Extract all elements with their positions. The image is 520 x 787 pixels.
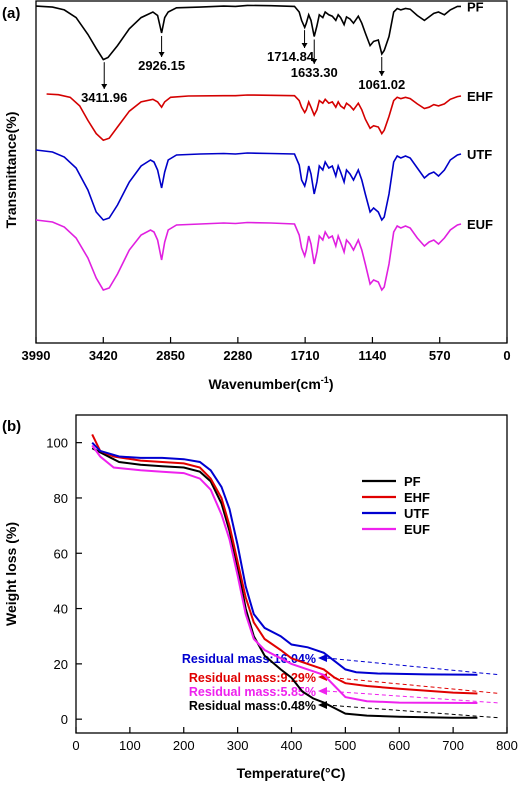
annotation-arrowhead [101,84,108,89]
tga-x-tick-label: 0 [72,738,79,753]
ftir-x-tick-label: 570 [429,348,451,363]
panel-b-label: (b) [2,418,21,435]
residual-guide-line [325,704,501,719]
ftir-annotation-label: 3411.96 [81,90,127,105]
residual-arrowhead [318,654,327,662]
tga-y-axis-label: Weight loss (%) [3,522,19,626]
ftir-x-tick-label: 2850 [156,348,185,363]
panel-a-label: (a) [2,5,20,22]
annotation-arrowhead [158,52,165,57]
ftir-plot-frame [35,0,508,344]
ftir-y-axis-label: Transmittance(%) [3,112,19,229]
annotation-arrowhead [301,43,308,48]
tga-x-tick-label: 800 [496,738,518,753]
legend-label: EUF [404,522,430,537]
ftir-x-tick-label: 3990 [22,348,51,363]
tga-y-tick-label: 60 [54,546,68,561]
ftir-series-label: UTF [467,147,492,162]
residual-label: Residual mass:9.29% [189,671,316,685]
ftir-annotation-label: 1061.02 [358,77,405,92]
annotation-arrowhead [378,71,385,76]
ftir-series-label: EHF [467,89,493,104]
residual-label: Residual mass:0.48% [189,699,316,713]
tga-series-utf [91,442,478,676]
ftir-series-pf [35,4,461,61]
ftir-x-tick-label: 1140 [358,348,386,363]
ftir-x-axis-label: Wavenumber(cm-1) [209,375,334,392]
ftir-series [35,4,462,292]
legend-label: PF [404,474,421,489]
residual-guide-line [325,657,501,676]
ftir-annotation-label: 1714.84 [267,49,315,64]
tga-axis-ticks: 0 100 200 300 400 500 600 700 800 0 20 40 60 80 100 [46,436,518,753]
residual-guide-line [325,676,501,694]
ftir-panel: (a) 3990 3420 2850 2280 1710 1140 570 0 3411.96… [2,0,511,392]
tga-x-tick-label: 700 [442,738,464,753]
tga-x-tick-label: 100 [119,738,141,753]
tga-series [91,433,478,719]
tga-x-axis-label: Temperature(°C) [237,765,346,781]
tga-x-tick-label: 600 [388,738,410,753]
ftir-series-label: PF [467,0,484,14]
ftir-series-label: EUF [467,217,493,232]
tga-y-tick-label: 40 [54,602,68,617]
tga-x-tick-label: 500 [335,738,357,753]
tga-y-tick-label: 80 [54,491,68,506]
tga-x-tick-label: 300 [227,738,249,753]
residual-label: Residual mass:5.85% [189,685,316,699]
legend-label: UTF [404,506,429,521]
ftir-x-tick-label: 3420 [89,348,118,363]
tga-y-tick-label: 20 [54,657,68,672]
ftir-x-ticks: 3990 3420 2850 2280 1710 1140 570 0 [22,337,511,363]
tga-x-tick-label: 200 [173,738,195,753]
tga-x-tick-label: 400 [281,738,303,753]
ftir-series-ehf [46,93,462,142]
ftir-series-euf [35,219,462,292]
ftir-series-utf [35,149,462,222]
legend-label: EHF [404,490,430,505]
ftir-annotation-label: 2926.15 [138,58,185,73]
annotation-arrowhead [311,59,318,64]
tga-series-ehf [91,433,478,695]
tga-panel: (b) 0 100 200 300 400 500 600 700 800 0 20 40 60 80 10… [2,414,518,781]
ftir-x-tick-label: 0 [503,348,510,363]
residual-arrowhead [318,687,327,695]
ftir-annotation-label: 1633.30 [291,65,338,80]
residual-guide-line [325,690,501,704]
tga-y-tick-label: 100 [46,436,68,451]
tga-series-euf [91,444,478,704]
tga-y-tick-label: 0 [61,712,68,727]
ftir-x-tick-label: 2280 [223,348,252,363]
ftir-x-tick-label: 1710 [291,348,320,363]
residual-label: Residual mass:16.04% [182,652,316,666]
ftir-series-labels: PF EHF UTF EUF [467,0,493,232]
tga-residual-annotations: Residual mass:16.04%Residual mass:9.29%R… [182,652,501,719]
